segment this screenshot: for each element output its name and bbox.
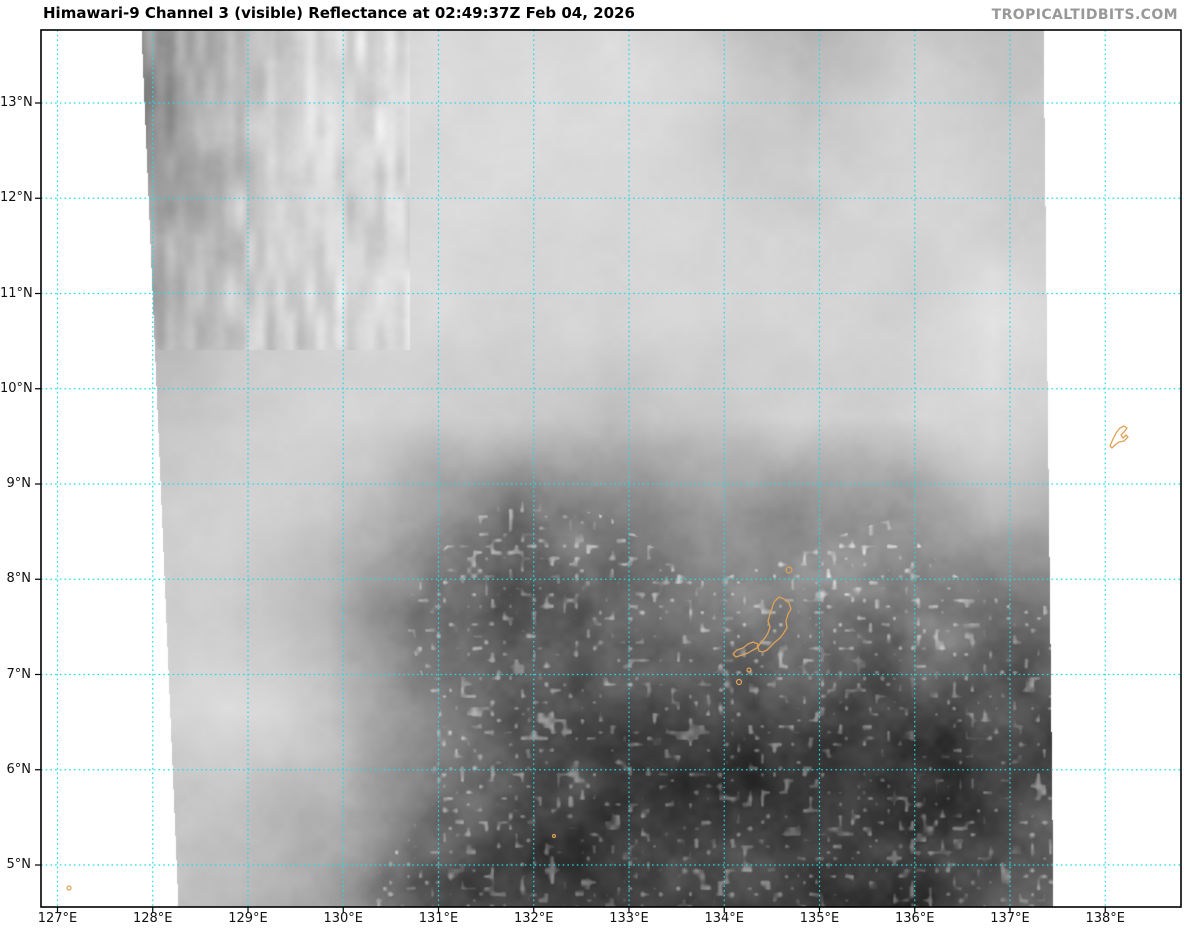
lon-tick-label-127e: 127°E bbox=[37, 911, 78, 926]
lon-tick-label-131e: 131°E bbox=[418, 911, 459, 926]
lon-tick-label-137e: 137°E bbox=[990, 911, 1030, 926]
lat-tick-label-6n: 6°N bbox=[6, 761, 32, 777]
lon-tick-label-136e: 136°E bbox=[894, 911, 935, 926]
lon-tick-label-130e: 130°E bbox=[323, 911, 364, 926]
lat-tick-label-7n: 7°N bbox=[6, 666, 32, 682]
image-title: Himawari-9 Channel 3 (visible) Reflectan… bbox=[43, 4, 635, 22]
lon-tick-label-138e: 138°E bbox=[1085, 911, 1126, 926]
lon-tick-label-133e: 133°E bbox=[609, 911, 649, 926]
lon-tick-label-134e: 134°E bbox=[704, 911, 745, 926]
lon-tick-label-128e: 128°E bbox=[132, 911, 173, 926]
lon-tick-label-132e: 132°E bbox=[513, 911, 554, 926]
lat-tick-label-10n: 10°N bbox=[0, 380, 33, 396]
lon-tick-label-129e: 129°E bbox=[228, 911, 268, 926]
lat-tick-label-9n: 9°N bbox=[6, 476, 32, 491]
lat-tick-label-8n: 8°N bbox=[6, 571, 32, 587]
lat-tick-label-13n: 13°N bbox=[0, 95, 33, 110]
site-watermark: TROPICALTIDBITS.COM bbox=[991, 7, 1178, 23]
lon-tick-label-135e: 135°E bbox=[799, 911, 840, 926]
satellite-cloud-image bbox=[41, 30, 1181, 907]
lat-tick-label-11n: 11°N bbox=[0, 285, 33, 301]
lat-tick-label-12n: 12°N bbox=[0, 190, 33, 206]
lat-tick-label-5n: 5°N bbox=[6, 857, 32, 872]
